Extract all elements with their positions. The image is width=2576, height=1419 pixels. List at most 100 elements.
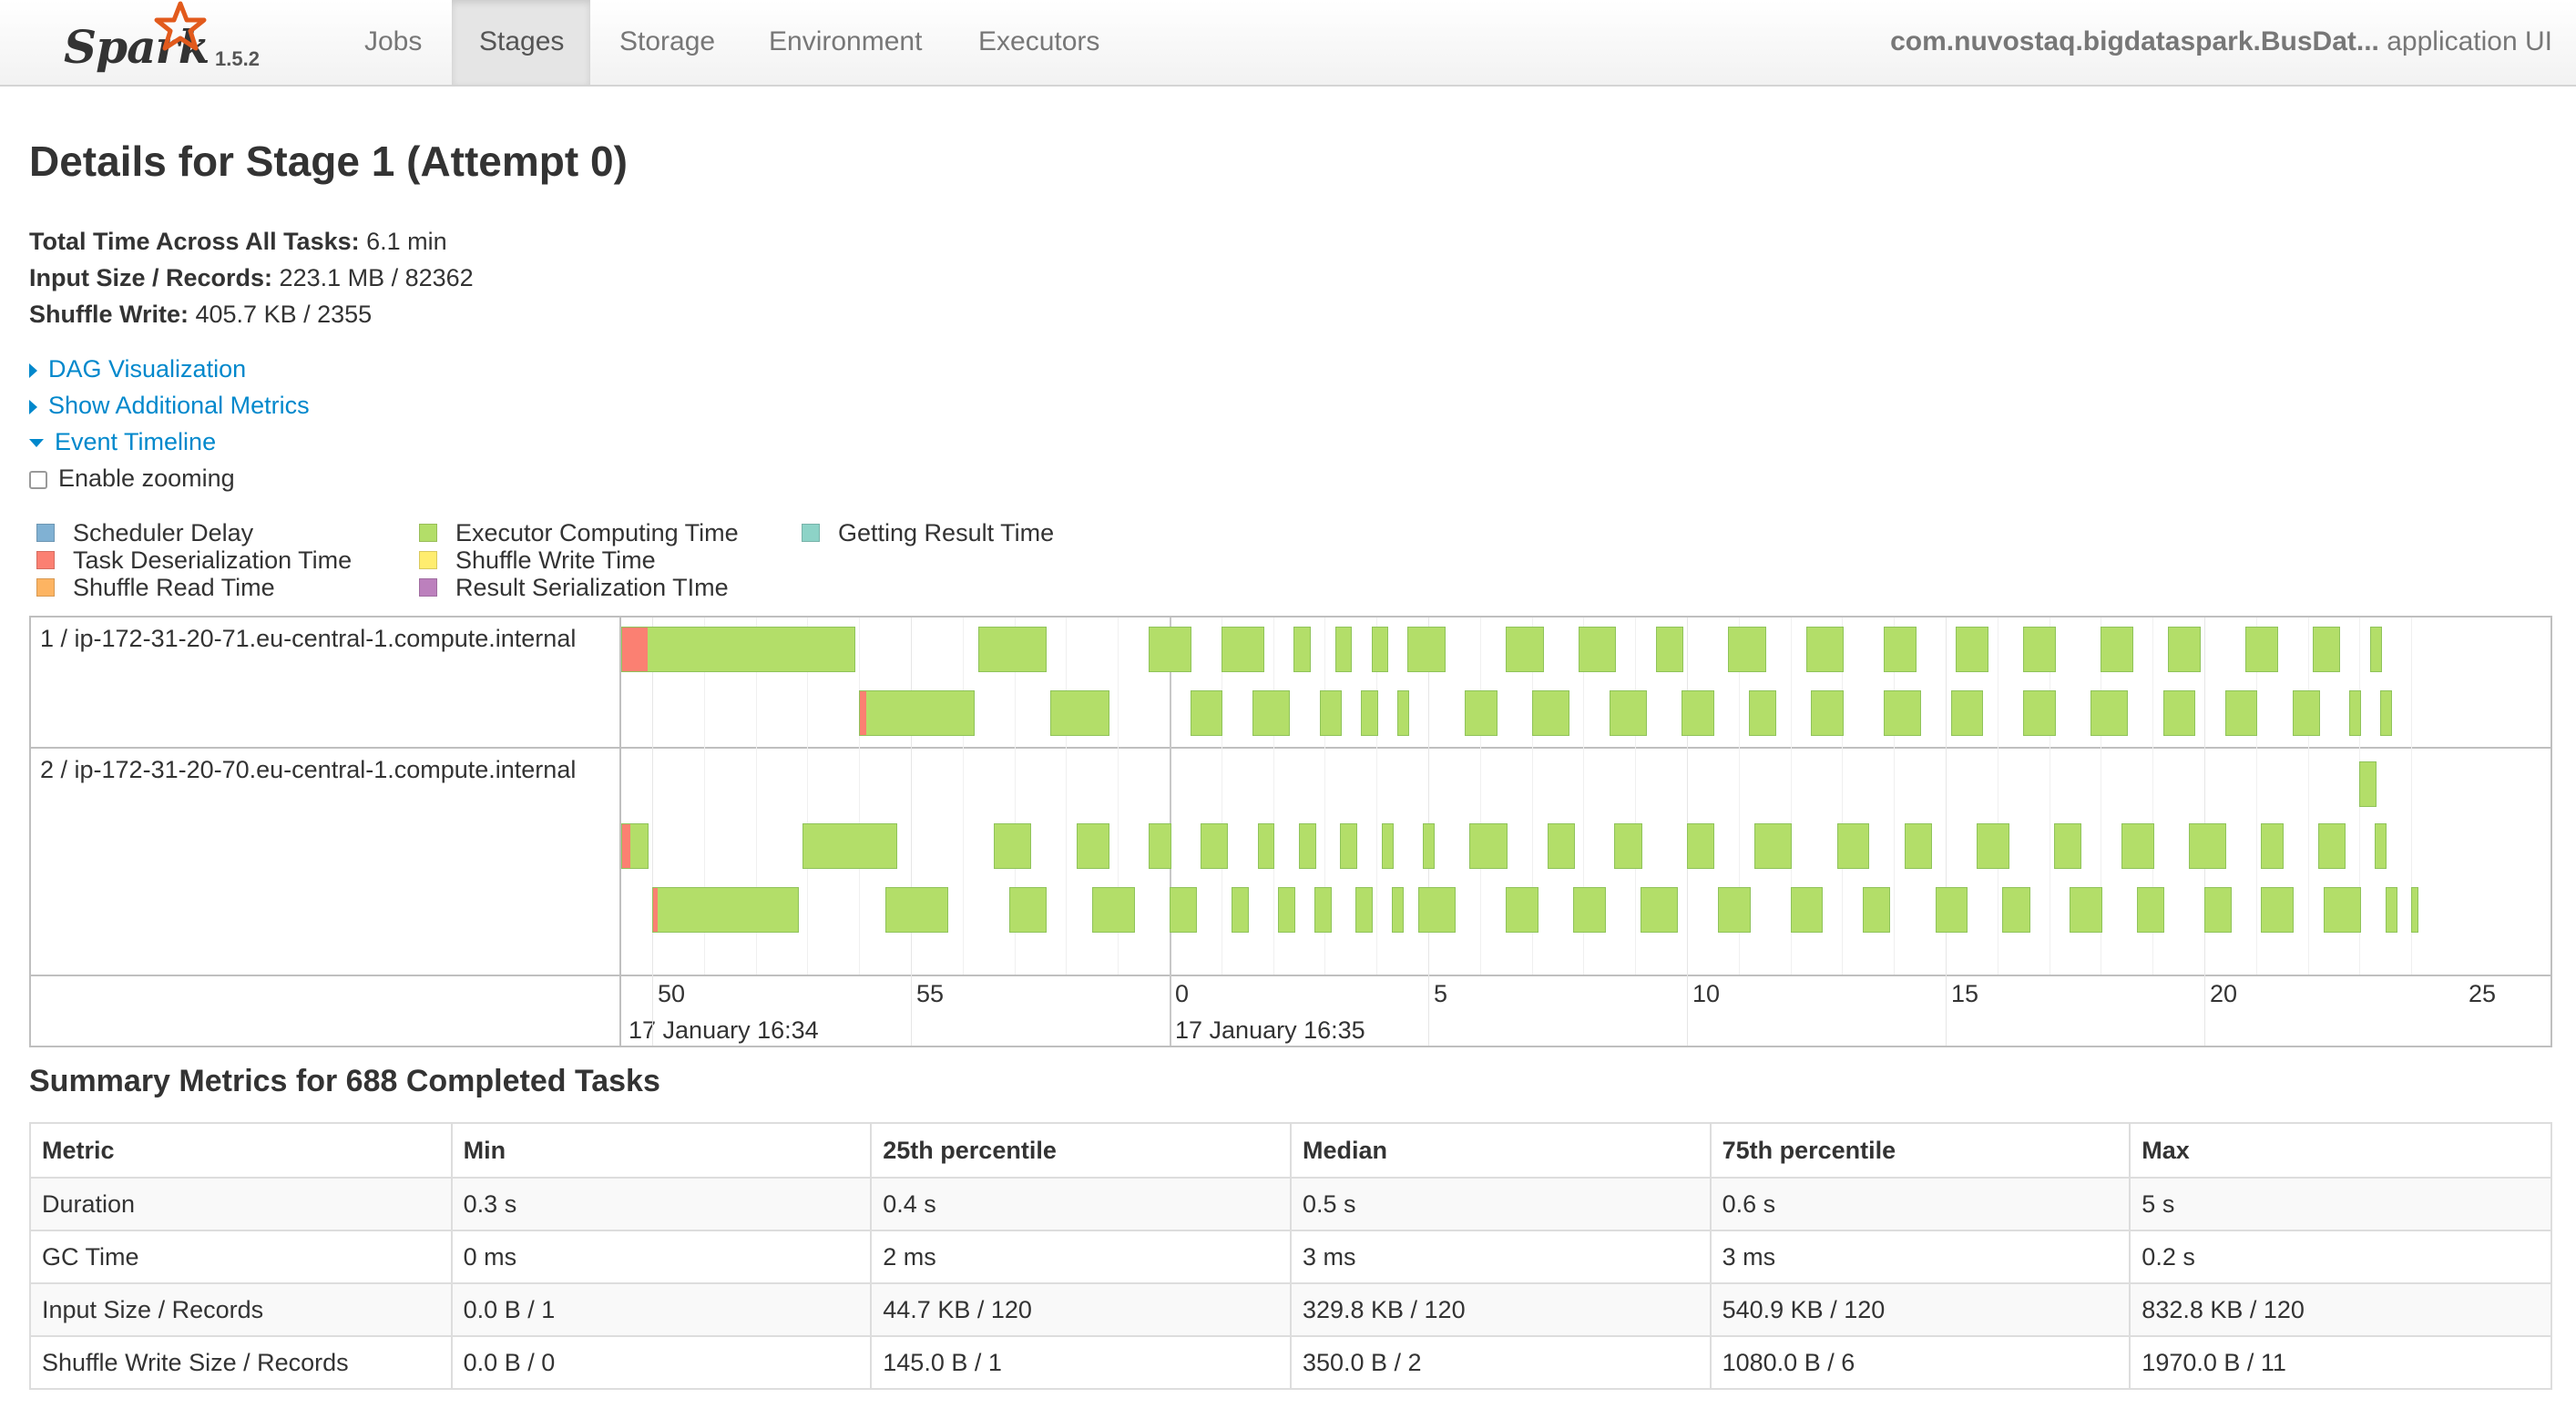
task-bar[interactable] — [1883, 690, 1922, 736]
task-bar[interactable] — [1293, 627, 1312, 672]
task-bar[interactable] — [1506, 627, 1544, 672]
tab-jobs[interactable]: Jobs — [364, 26, 423, 56]
task-bar[interactable] — [2023, 627, 2056, 672]
task-bar[interactable] — [1956, 627, 1989, 672]
tab-executors[interactable]: Executors — [978, 26, 1100, 56]
task-bar[interactable] — [2162, 690, 2196, 736]
task-bar[interactable] — [1531, 690, 1570, 736]
task-bar[interactable] — [2261, 887, 2295, 933]
task-bar[interactable] — [2137, 887, 2165, 933]
task-bar[interactable] — [993, 823, 1032, 869]
task-bar[interactable] — [1170, 887, 1198, 933]
task-bar[interactable] — [2292, 690, 2320, 736]
task-bar[interactable] — [1278, 887, 1295, 933]
column-header[interactable]: Metric — [29, 1122, 453, 1179]
task-bar[interactable] — [2054, 823, 2082, 869]
task-bar[interactable] — [1904, 823, 1932, 869]
task-bar[interactable] — [652, 887, 799, 933]
column-header[interactable]: 25th percentile — [870, 1122, 1292, 1179]
task-bar[interactable] — [1749, 690, 1777, 736]
enable-zooming-control[interactable]: Enable zooming — [29, 464, 235, 493]
column-header[interactable]: Min — [450, 1122, 873, 1179]
task-bar[interactable] — [1340, 823, 1358, 869]
task-bar[interactable] — [2090, 690, 2129, 736]
task-bar[interactable] — [1319, 690, 1343, 736]
task-bar[interactable] — [1977, 823, 2009, 869]
task-bar[interactable] — [884, 887, 949, 933]
spark-logo[interactable]: Spark 1.5.2 — [64, 1, 273, 77]
task-bar[interactable] — [1547, 823, 1575, 869]
task-bar[interactable] — [1655, 627, 1683, 672]
application-title[interactable]: com.nuvostaq.bigdataspark.BusDat... appl… — [1890, 0, 2552, 83]
tab-storage[interactable]: Storage — [619, 26, 716, 56]
task-bar[interactable] — [1381, 823, 1394, 869]
task-bar[interactable] — [1718, 887, 1751, 933]
tab-stages[interactable]: Stages — [452, 0, 590, 85]
task-bar[interactable] — [1950, 690, 1984, 736]
task-bar[interactable] — [2224, 690, 2258, 736]
task-bar[interactable] — [1640, 887, 1679, 933]
task-bar[interactable] — [1190, 690, 1223, 736]
task-bar[interactable] — [1221, 627, 1264, 672]
task-bar[interactable] — [1687, 823, 1715, 869]
task-bar[interactable] — [1232, 887, 1249, 933]
task-bar[interactable] — [2349, 690, 2362, 736]
task-bar[interactable] — [1361, 690, 1378, 736]
task-bar[interactable] — [1682, 690, 1715, 736]
task-bar[interactable] — [2359, 761, 2377, 807]
task-bar[interactable] — [1050, 690, 1109, 736]
task-bar[interactable] — [1314, 887, 1332, 933]
task-bar[interactable] — [1506, 887, 1538, 933]
enable-zooming-checkbox[interactable] — [29, 470, 47, 489]
task-bar[interactable] — [1753, 823, 1793, 869]
task-bar[interactable] — [620, 627, 856, 672]
task-bar[interactable] — [2261, 823, 2284, 869]
task-bar[interactable] — [1805, 627, 1845, 672]
task-bar[interactable] — [1201, 823, 1229, 869]
task-bar[interactable] — [2411, 887, 2418, 933]
task-bar[interactable] — [2317, 823, 2346, 869]
task-bar[interactable] — [1811, 690, 1845, 736]
task-bar[interactable] — [1609, 690, 1648, 736]
task-bar[interactable] — [1578, 627, 1617, 672]
additional-metrics-link[interactable]: Show Additional Metrics — [29, 392, 310, 420]
task-bar[interactable] — [1423, 823, 1436, 869]
task-bar[interactable] — [2101, 627, 2134, 672]
event-timeline[interactable]: 1 / ip-172-31-20-71.eu-central-1.compute… — [29, 616, 2552, 1047]
task-bar[interactable] — [1371, 627, 1389, 672]
column-header[interactable]: Max — [2129, 1122, 2552, 1179]
task-bar[interactable] — [2323, 887, 2362, 933]
task-bar[interactable] — [1464, 690, 1498, 736]
column-header[interactable]: Median — [1289, 1122, 1712, 1179]
task-bar[interactable] — [2369, 627, 2382, 672]
task-bar[interactable] — [859, 690, 975, 736]
task-bar[interactable] — [2188, 823, 2227, 869]
task-bar[interactable] — [1257, 823, 1275, 869]
task-bar[interactable] — [1149, 823, 1171, 869]
task-bar[interactable] — [2375, 823, 2387, 869]
task-bar[interactable] — [2380, 690, 2393, 736]
task-bar[interactable] — [1469, 823, 1508, 869]
task-bar[interactable] — [1614, 823, 1642, 869]
task-bar[interactable] — [2245, 627, 2279, 672]
task-bar[interactable] — [802, 823, 897, 869]
task-bar[interactable] — [2204, 887, 2233, 933]
task-bar[interactable] — [1417, 887, 1457, 933]
task-bar[interactable] — [1573, 887, 1606, 933]
column-header[interactable]: 75th percentile — [1709, 1122, 2131, 1179]
task-bar[interactable] — [2385, 887, 2397, 933]
task-bar[interactable] — [1836, 823, 1870, 869]
task-bar[interactable] — [1299, 823, 1316, 869]
task-bar[interactable] — [1334, 627, 1353, 672]
task-bar[interactable] — [1091, 887, 1135, 933]
task-bar[interactable] — [1392, 887, 1405, 933]
event-timeline-link[interactable]: Event Timeline — [29, 428, 216, 456]
dag-visualization-link[interactable]: DAG Visualization — [29, 355, 246, 383]
task-bar[interactable] — [2023, 690, 2056, 736]
task-bar[interactable] — [1883, 627, 1917, 672]
task-bar[interactable] — [1935, 887, 1968, 933]
task-bar[interactable] — [1076, 823, 1109, 869]
task-bar[interactable] — [1396, 690, 1409, 736]
task-bar[interactable] — [1863, 887, 1891, 933]
task-bar[interactable] — [1407, 627, 1446, 672]
